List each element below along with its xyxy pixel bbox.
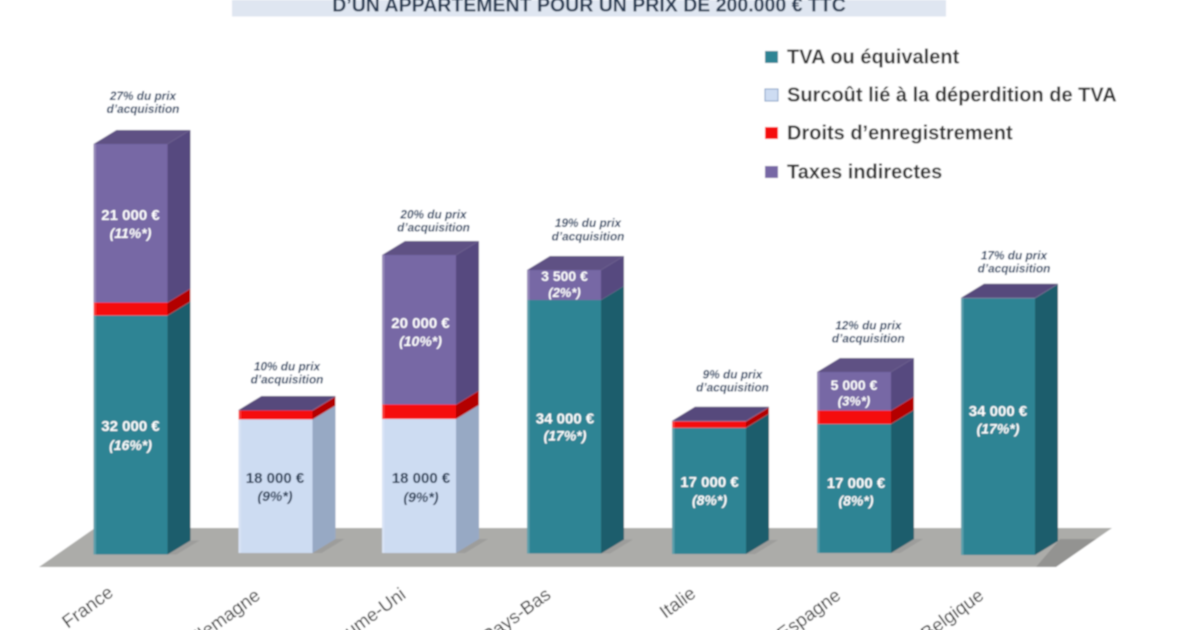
svg-text:Surcoût lié à la déperdition d: Surcoût lié à la déperdition de TVA [787, 85, 1117, 107]
svg-text:d’acquisition: d’acquisition [832, 332, 905, 346]
svg-text:d’acquisition: d’acquisition [251, 373, 324, 387]
svg-text:32 000 €: 32 000 € [101, 418, 160, 435]
svg-text:34 000 €: 34 000 € [969, 403, 1028, 420]
svg-text:12% du prix: 12% du prix [835, 319, 902, 333]
svg-text:d’acquisition: d’acquisition [397, 221, 470, 235]
svg-text:(17%*): (17%*) [977, 421, 1020, 437]
svg-text:27% du prix: 27% du prix [109, 89, 177, 103]
svg-text:18 000 €: 18 000 € [246, 470, 305, 487]
svg-text:(3%*): (3%*) [838, 394, 871, 409]
svg-text:Droits d’enregistrement: Droits d’enregistrement [787, 123, 1013, 145]
svg-text:(8%*): (8%*) [692, 492, 727, 508]
svg-text:10% du prix: 10% du prix [254, 360, 321, 374]
svg-text:34 000 €: 34 000 € [536, 411, 595, 428]
svg-text:TVA ou équivalent: TVA ou équivalent [787, 47, 960, 69]
svg-text:9% du prix: 9% du prix [703, 368, 763, 382]
svg-text:5 000 €: 5 000 € [831, 377, 878, 393]
svg-text:D’UN APPARTEMENT POUR UN PRIX: D’UN APPARTEMENT POUR UN PRIX DE 200.000… [332, 0, 846, 17]
svg-text:(17%*): (17%*) [544, 428, 587, 444]
svg-text:17 000 €: 17 000 € [827, 475, 886, 492]
svg-text:Taxes indirectes: Taxes indirectes [787, 162, 942, 184]
svg-text:20 000 €: 20 000 € [391, 315, 450, 332]
svg-text:21 000 €: 21 000 € [101, 207, 160, 224]
svg-text:(11%*): (11%*) [110, 225, 152, 241]
svg-text:3 500 €: 3 500 € [541, 268, 588, 284]
svg-text:(10%*): (10%*) [399, 333, 442, 349]
svg-text:(2%*): (2%*) [548, 285, 581, 300]
svg-text:(16%*): (16%*) [109, 437, 152, 453]
svg-text:17 000 €: 17 000 € [680, 474, 739, 491]
svg-text:(9%*): (9%*) [257, 488, 292, 504]
svg-text:(8%*): (8%*) [838, 493, 873, 509]
svg-text:d’acquisition: d’acquisition [696, 381, 769, 395]
svg-text:d’acquisition: d’acquisition [978, 262, 1051, 276]
svg-text:d’acquisition: d’acquisition [552, 230, 625, 244]
svg-text:17% du prix: 17% du prix [981, 249, 1048, 263]
svg-text:d’acquisition: d’acquisition [107, 102, 180, 116]
svg-text:19% du prix: 19% du prix [555, 216, 622, 230]
svg-text:20% du prix: 20% du prix [399, 208, 467, 222]
svg-text:18 000 €: 18 000 € [392, 470, 451, 487]
svg-text:(9%*): (9%*) [403, 489, 438, 505]
